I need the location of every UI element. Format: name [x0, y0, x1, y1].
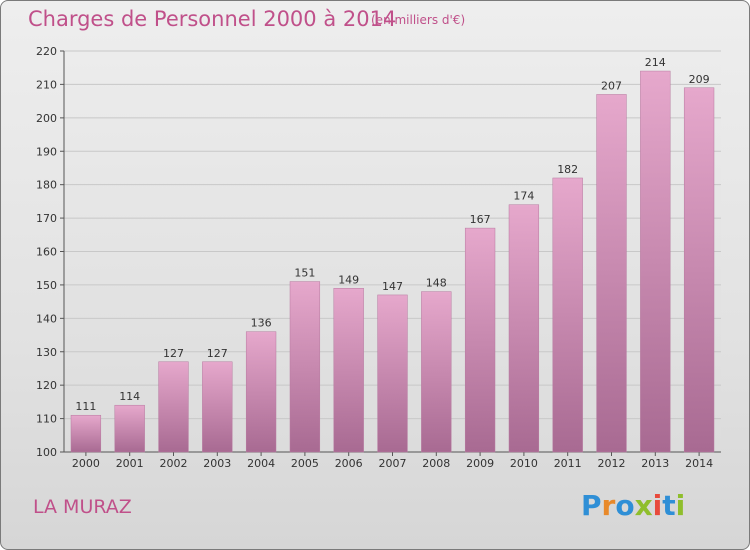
x-tick-labels: 2000 2001 2002 2003 2004 2005 2006 2007 2008 2009… — [72, 457, 713, 470]
x-tick-label: 2003 — [203, 457, 231, 470]
y-tick-label: 190 — [36, 145, 57, 158]
bar-2006 — [333, 288, 364, 453]
logo-letter: i — [675, 489, 686, 522]
x-tick-label: 2014 — [685, 457, 713, 470]
logo-letter: x — [634, 489, 653, 522]
x-tick-label: 2006 — [335, 457, 363, 470]
x-tick-label: 2011 — [554, 457, 582, 470]
value-label: 149 — [338, 273, 359, 286]
value-label: 111 — [75, 400, 96, 413]
bar-2009 — [464, 227, 496, 453]
y-tick-label: 150 — [36, 279, 57, 292]
x-tick-label: 2007 — [379, 457, 407, 470]
value-label: 127 — [163, 347, 184, 360]
y-tick-label: 140 — [36, 312, 57, 325]
bar-2005 — [289, 281, 321, 453]
bar-2007 — [377, 294, 408, 453]
y-tick-labels: 100 110 120 130 140 150 160 170 180 190 200 210 220 — [36, 45, 57, 459]
bar-2013 — [640, 70, 671, 453]
value-label: 182 — [557, 163, 578, 176]
value-label: 174 — [513, 190, 534, 203]
bar-2001 — [114, 404, 145, 453]
chart-subtitle: (en milliers d'€) — [371, 13, 466, 27]
proxiti-logo: Proxiti — [581, 489, 685, 522]
value-label: 207 — [601, 79, 622, 92]
x-tick-label: 2010 — [510, 457, 538, 470]
y-tick-label: 160 — [36, 246, 57, 259]
value-label: 114 — [119, 390, 140, 403]
x-tick-label: 2005 — [291, 457, 319, 470]
y-tick-label: 110 — [36, 413, 57, 426]
bar-2003 — [202, 361, 233, 453]
x-tick-label: 2000 — [72, 457, 100, 470]
bar-2004 — [245, 331, 277, 453]
value-label: 136 — [251, 317, 272, 330]
value-label: 209 — [689, 73, 710, 86]
bars — [70, 70, 715, 453]
chart-title: Charges de Personnel 2000 à 2014 — [28, 7, 397, 31]
x-tick-label: 2009 — [466, 457, 494, 470]
bar-2011 — [552, 177, 583, 453]
value-label: 214 — [645, 56, 666, 69]
x-tick-label: 2004 — [247, 457, 275, 470]
y-tick-label: 200 — [36, 112, 57, 125]
x-tick-label: 2002 — [160, 457, 188, 470]
bar-2012 — [596, 94, 627, 453]
value-label: 167 — [470, 213, 491, 226]
value-label: 147 — [382, 280, 403, 293]
bar-2014 — [683, 87, 715, 453]
value-label: 151 — [294, 267, 315, 280]
y-tick-label: 100 — [36, 446, 57, 459]
value-label: 148 — [426, 277, 447, 290]
y-tick-label: 170 — [36, 212, 57, 225]
y-tick-label: 120 — [36, 379, 57, 392]
value-labels: 111 114 127 127 136 151 149 147 148 167 174 182 207 2… — [75, 56, 709, 413]
logo-letter: i — [652, 489, 663, 522]
y-tick-label: 220 — [36, 45, 57, 58]
commune-name: LA MURAZ — [33, 496, 132, 518]
bar-2000 — [70, 414, 102, 453]
y-tick-label: 180 — [36, 179, 57, 192]
x-tick-label: 2012 — [598, 457, 626, 470]
y-tick-label: 130 — [36, 346, 57, 359]
logo-letter: r — [601, 489, 616, 522]
logo-letter: t — [662, 489, 676, 522]
logo-letter: P — [581, 489, 602, 522]
logo-letter: o — [615, 489, 635, 522]
y-tick-label: 210 — [36, 78, 57, 91]
x-tick-label: 2001 — [116, 457, 144, 470]
bar-2010 — [508, 204, 540, 453]
x-tick-label: 2013 — [641, 457, 669, 470]
value-label: 127 — [207, 347, 228, 360]
bar-2008 — [421, 291, 452, 453]
bar-2002 — [158, 361, 189, 453]
x-tick-label: 2008 — [422, 457, 450, 470]
